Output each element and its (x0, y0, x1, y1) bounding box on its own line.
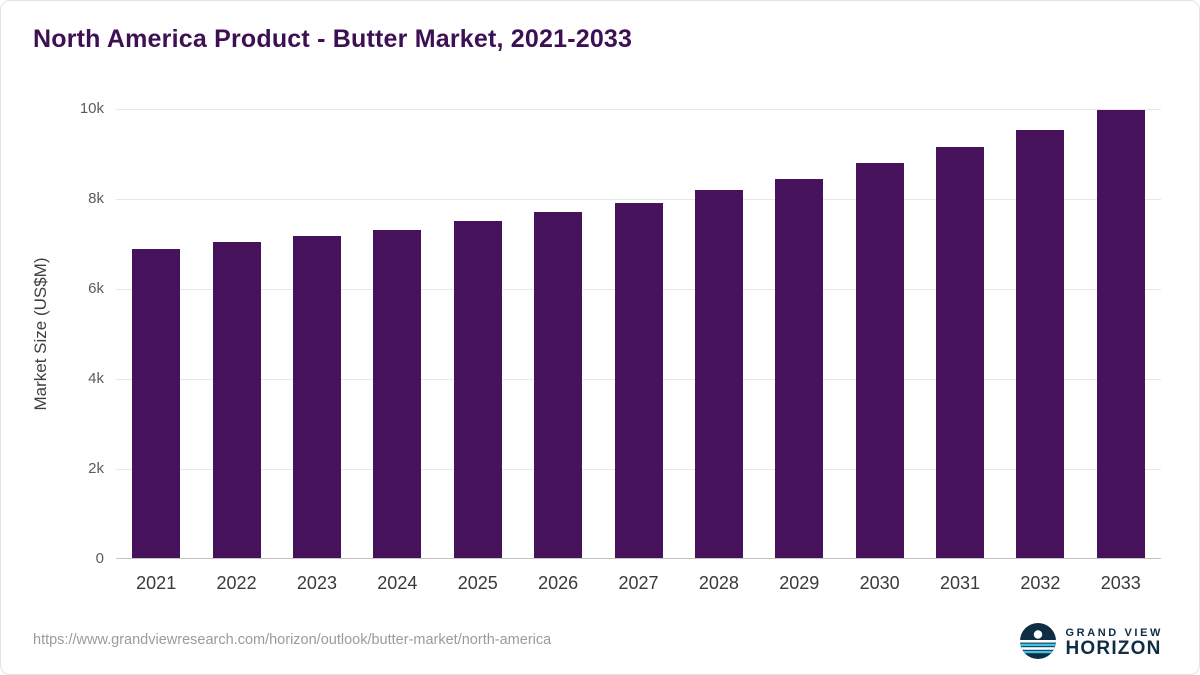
bar (212, 242, 261, 558)
x-tick-label: 2033 (1100, 573, 1141, 593)
x-tick-label: 2029 (779, 573, 820, 593)
gridline (116, 199, 1161, 200)
bar (453, 221, 502, 558)
brand-line-horizon: HORIZON (1065, 638, 1162, 660)
brand-line-grand-view: GRAND VIEW (1065, 627, 1163, 639)
bar (855, 163, 904, 558)
x-tick-label: 2028 (698, 573, 739, 593)
x-tick-label: 2027 (618, 573, 659, 593)
y-tick-label: 0 (95, 550, 104, 567)
bar (775, 178, 824, 558)
y-tick-label: 6k (88, 280, 104, 297)
x-tick-label: 2030 (859, 573, 900, 593)
x-tick-label: 2021 (136, 573, 177, 593)
bar (534, 212, 583, 558)
x-tick-label: 2022 (216, 573, 257, 593)
brand-text: GRAND VIEW HORIZON (1066, 627, 1164, 660)
x-tick-label: 2024 (377, 573, 418, 593)
horizon-logo-icon (1019, 623, 1056, 664)
y-tick-label: 2k (88, 460, 104, 477)
y-tick-label: 8k (88, 190, 104, 207)
source-url: https://www.grandviewresearch.com/horizo… (33, 632, 552, 648)
bar (614, 202, 663, 558)
bar (1096, 109, 1145, 558)
y-tick-label: 4k (88, 370, 104, 387)
plot-area: 0 2k 4k 6k 8k 10k 2021 2022 2023 2024 2025 2026 2027… (80, 100, 1161, 593)
bar (936, 147, 985, 558)
chart-title: North America Product - Butter Market, 2… (33, 25, 633, 53)
x-tick-label: 2031 (940, 573, 981, 593)
bar (694, 190, 743, 558)
bar (292, 236, 341, 558)
x-tick-label: 2023 (296, 573, 337, 593)
gridline (116, 109, 1161, 110)
x-tick-label: 2032 (1020, 573, 1061, 593)
y-tick-label: 10k (79, 100, 104, 117)
bar (373, 229, 422, 558)
x-tick-label: 2025 (457, 573, 498, 593)
x-tick-label: 2026 (538, 573, 579, 593)
x-axis-baseline (116, 558, 1161, 559)
bar (1016, 129, 1065, 558)
brand-logo: GRAND VIEW HORIZON (1019, 623, 1164, 664)
bar (132, 248, 181, 558)
